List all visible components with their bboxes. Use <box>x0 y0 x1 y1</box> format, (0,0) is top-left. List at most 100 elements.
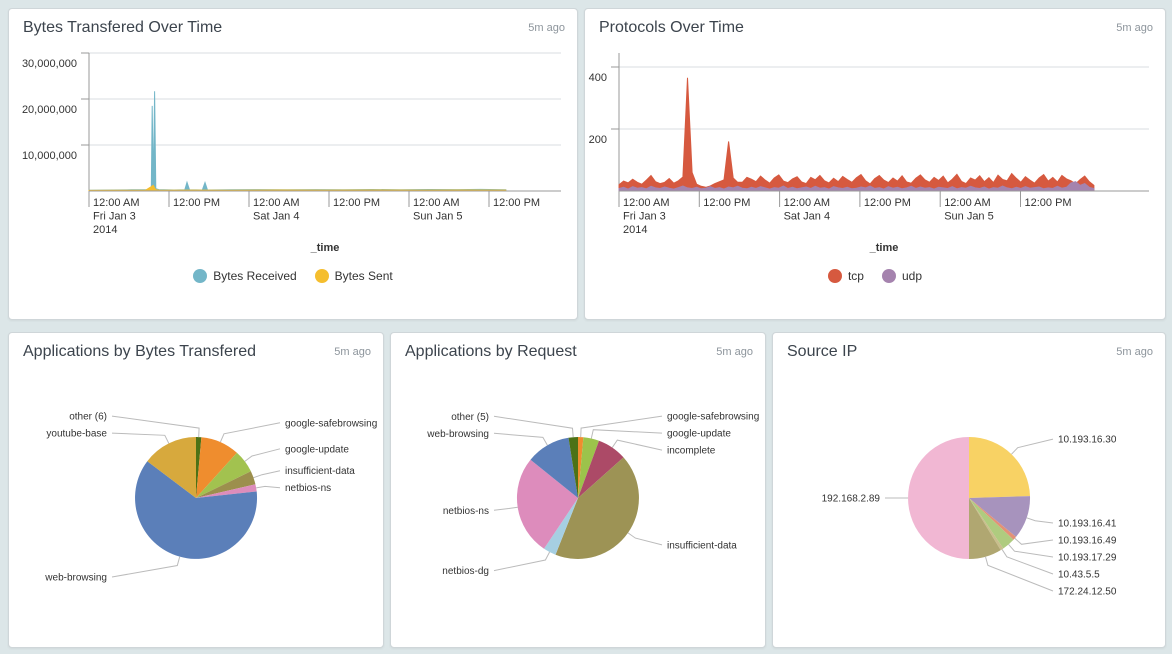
x-axis-title: _time <box>869 242 899 254</box>
series-udp[interactable] <box>618 181 1095 192</box>
pie-slice-netbios-ns[interactable] <box>516 459 578 549</box>
pie-slice-10-193-16-49[interactable] <box>969 498 1016 540</box>
panel-title: Protocols Over Time <box>599 19 744 36</box>
pie-slice-label: 192.168.2.89 <box>822 494 881 505</box>
refresh-age: 5m ago <box>528 22 565 34</box>
legend-item-udp[interactable]: udp <box>881 269 923 283</box>
x-axis-tick-label: 12:00 PM <box>703 197 750 209</box>
pie-label-leader <box>244 448 281 462</box>
x-axis-tick-label: 12:00 AM Fri Jan 3 2014 <box>623 197 669 236</box>
pie-slice-web-browsing[interactable] <box>135 461 258 559</box>
y-axis-tick-label: 20,000,000 <box>22 104 77 116</box>
legend-label: Bytes Received <box>213 269 297 283</box>
refresh-age: 5m ago <box>1116 346 1153 358</box>
legend-item-bytes-sent[interactable]: Bytes Sent <box>314 269 393 283</box>
series-bytes-received[interactable] <box>88 91 507 192</box>
pie-slice-10-193-17-29[interactable] <box>969 498 1014 549</box>
x-axis-tick-label: 12:00 AM Fri Jan 3 2014 <box>93 197 139 236</box>
pie-slice-label: 10.193.16.49 <box>1058 536 1117 547</box>
pie-slice-label: 172.24.12.50 <box>1058 587 1117 598</box>
pie-label-leader <box>253 470 281 479</box>
pie-label-leader <box>985 556 1054 592</box>
pie-label-leader <box>1026 517 1054 524</box>
y-axis-tick-label: 10,000,000 <box>22 150 77 162</box>
series-areas[interactable] <box>88 91 507 192</box>
bytes-transfered-chart[interactable]: 10,000,000 20,000,000 30,000,000 12:00 AM Fr… <box>9 51 577 257</box>
pie-slice-label: google-safebrowsing <box>667 412 759 423</box>
pie-slice-label: other (6) <box>69 412 107 423</box>
series-areas[interactable] <box>618 77 1095 192</box>
pie-slice-10-43-5-5[interactable] <box>969 498 1004 551</box>
legend-label: udp <box>901 269 923 283</box>
refresh-age: 5m ago <box>334 346 371 358</box>
legend-label: Bytes Sent <box>334 269 393 283</box>
pie-label-leader <box>1008 544 1054 558</box>
legend-label: tcp <box>847 269 864 283</box>
pie-slice-172-24-12-50[interactable] <box>969 498 1001 559</box>
pie-label-leader <box>219 422 281 443</box>
series-tcp[interactable] <box>618 77 1095 192</box>
pie-slice-youtube-base[interactable] <box>147 436 196 498</box>
panel-title: Applications by Request <box>405 343 577 360</box>
pie-slice-web-browsing[interactable] <box>530 437 579 498</box>
legend-item-tcp[interactable]: tcp <box>827 269 864 283</box>
applications-bytes-pie[interactable]: other (6) youtube-base web-browsing google-… <box>9 369 383 647</box>
pie-slice-netbios-ns[interactable] <box>196 484 257 498</box>
legend-swatch <box>827 269 842 283</box>
chart-legend: Bytes Received Bytes Sent <box>9 269 577 283</box>
panel-title: Bytes Transfered Over Time <box>23 19 223 36</box>
pie-slice-google-safebrowsing[interactable] <box>196 437 237 498</box>
pie-slice-label: netbios-dg <box>442 566 489 577</box>
pie-slice-label: netbios-ns <box>285 483 331 494</box>
x-axis-tick-label: 12:00 AM Sat Jan 4 <box>253 197 299 223</box>
legend-swatch <box>314 269 329 283</box>
pie-slice-insufficient-data[interactable] <box>196 471 256 498</box>
panel-protocols-over-time: Protocols Over Time 5m ago 200 400 12:00 A… <box>584 8 1166 320</box>
y-axis-tick-label: 200 <box>589 134 607 146</box>
pie-slice-192-168-2-89[interactable] <box>908 437 969 559</box>
pie-slice-label: other (5) <box>451 412 489 423</box>
pie-slices[interactable] <box>908 437 1031 559</box>
pie-slices[interactable] <box>135 436 258 559</box>
series-bytes-sent[interactable] <box>88 184 507 192</box>
pie-slice-label: 10.193.16.41 <box>1058 519 1117 530</box>
pie-slice-incomplete[interactable] <box>578 440 624 498</box>
pie-label-leader <box>590 429 663 439</box>
pie-slice-netbios-dg[interactable] <box>544 498 578 555</box>
x-axis: 12:00 AM Fri Jan 3 2014 12:00 PM 12:00 AM Sat… <box>618 191 1072 236</box>
pie-slice-other-5[interactable] <box>568 437 579 498</box>
x-axis-tick-label: 12:00 PM <box>493 197 540 209</box>
pie-label-leader <box>627 532 663 546</box>
pie-label-leader <box>256 485 281 489</box>
grid <box>81 52 561 191</box>
pie-slice-google-update[interactable] <box>196 452 251 498</box>
applications-request-pie[interactable]: other (5) web-browsing netbios-ns netbios-d… <box>391 369 765 647</box>
x-axis-tick-label: 12:00 PM <box>333 197 380 209</box>
pie-slice-google-update[interactable] <box>578 437 599 498</box>
source-ip-pie[interactable]: 192.168.2.89 10.193.16.30 10.193.16.41 10.1… <box>773 369 1165 647</box>
pie-slice-label: google-update <box>285 444 349 455</box>
pie-slice-insufficient-data[interactable] <box>555 457 639 559</box>
pie-slice-10-193-16-30[interactable] <box>969 437 1030 498</box>
pie-slice-google-safebrowsing[interactable] <box>578 436 584 498</box>
pie-label-leader <box>493 432 548 446</box>
pie-slice-label: 10.193.16.30 <box>1058 435 1117 446</box>
pie-slice-10-193-16-41[interactable] <box>969 496 1031 537</box>
pie-label-leader <box>1001 549 1054 575</box>
pie-label-leader <box>580 415 663 438</box>
x-axis-title: _time <box>310 242 340 254</box>
legend-item-bytes-received[interactable]: Bytes Received <box>193 269 297 283</box>
pie-label-leader <box>1011 438 1054 455</box>
panel-applications-by-request: Applications by Request 5m ago other (5)… <box>390 332 766 648</box>
x-axis-tick-label: 12:00 AM Sat Jan 4 <box>784 197 830 223</box>
pie-slice-label: insufficient-data <box>667 540 737 551</box>
pie-slice-other-6[interactable] <box>196 436 202 498</box>
pie-label-leader <box>111 556 181 578</box>
refresh-age: 5m ago <box>716 346 753 358</box>
pie-label-leader <box>111 432 170 444</box>
pie-label-leader <box>111 415 200 438</box>
pie-slices[interactable] <box>516 436 639 559</box>
pie-label-leader <box>1014 537 1054 545</box>
